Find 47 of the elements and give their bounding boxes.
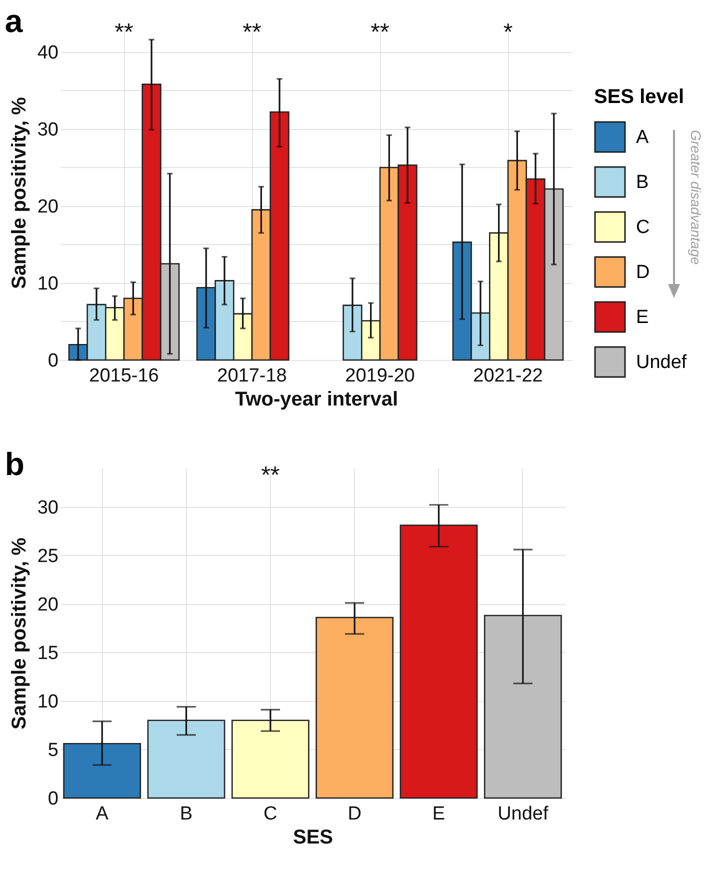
bar: [147, 720, 226, 799]
y-tick-label: 0: [48, 788, 58, 810]
legend-label: Undef: [636, 352, 688, 373]
annotation: **: [242, 19, 262, 46]
y-tick-label: 40: [37, 42, 58, 64]
y-axis-title: Sample positivity, %: [8, 96, 30, 289]
y-tick-label: 15: [37, 642, 58, 664]
y-tick-label: 30: [37, 497, 58, 518]
x-tick-label: A: [96, 804, 109, 824]
bar: [63, 742, 142, 799]
x-tick-label: 2017-18: [217, 366, 287, 386]
bar: [484, 614, 562, 799]
y-axis-title: Sample positivity, %: [8, 537, 30, 730]
x-tick-label: Undef: [498, 804, 549, 824]
legend-label: D: [636, 262, 650, 283]
text: Greater disadvantage: [688, 130, 704, 265]
chart-title: a: [4, 3, 23, 39]
y-tick-label: 25: [37, 546, 58, 567]
bar: [400, 524, 478, 799]
legend-label: A: [636, 127, 649, 148]
y-tick-label: 20: [37, 196, 58, 218]
legend-title: SES level: [594, 86, 684, 108]
bar: [231, 720, 310, 799]
y-tick-label: 20: [37, 594, 58, 616]
annotation: **: [114, 19, 134, 46]
annotation: **: [370, 19, 390, 46]
x-tick-label: C: [264, 804, 278, 824]
x-tick-label: 2019-20: [345, 366, 415, 386]
y-tick-label: 0: [48, 350, 58, 372]
x-axis-title: Two-year interval: [234, 388, 398, 410]
y-tick-label: 10: [37, 273, 58, 294]
legend-label: C: [636, 217, 650, 238]
chart-title: b: [4, 446, 24, 482]
legend-label: E: [636, 307, 649, 328]
x-tick-label: 2015-16: [89, 366, 159, 386]
x-tick-label: 2021-22: [473, 366, 543, 386]
annotation: *: [503, 19, 513, 46]
bar: [316, 616, 394, 799]
y-tick-label: 30: [37, 119, 58, 140]
x-tick-label: E: [432, 804, 446, 824]
annotation: **: [261, 462, 280, 489]
y-tick-label: 10: [37, 691, 58, 712]
x-axis-title: SES: [292, 826, 334, 848]
x-tick-label: B: [180, 804, 193, 824]
y-tick-label: 5: [48, 740, 58, 761]
x-tick-label: D: [348, 804, 362, 824]
legend-label: B: [636, 172, 649, 193]
